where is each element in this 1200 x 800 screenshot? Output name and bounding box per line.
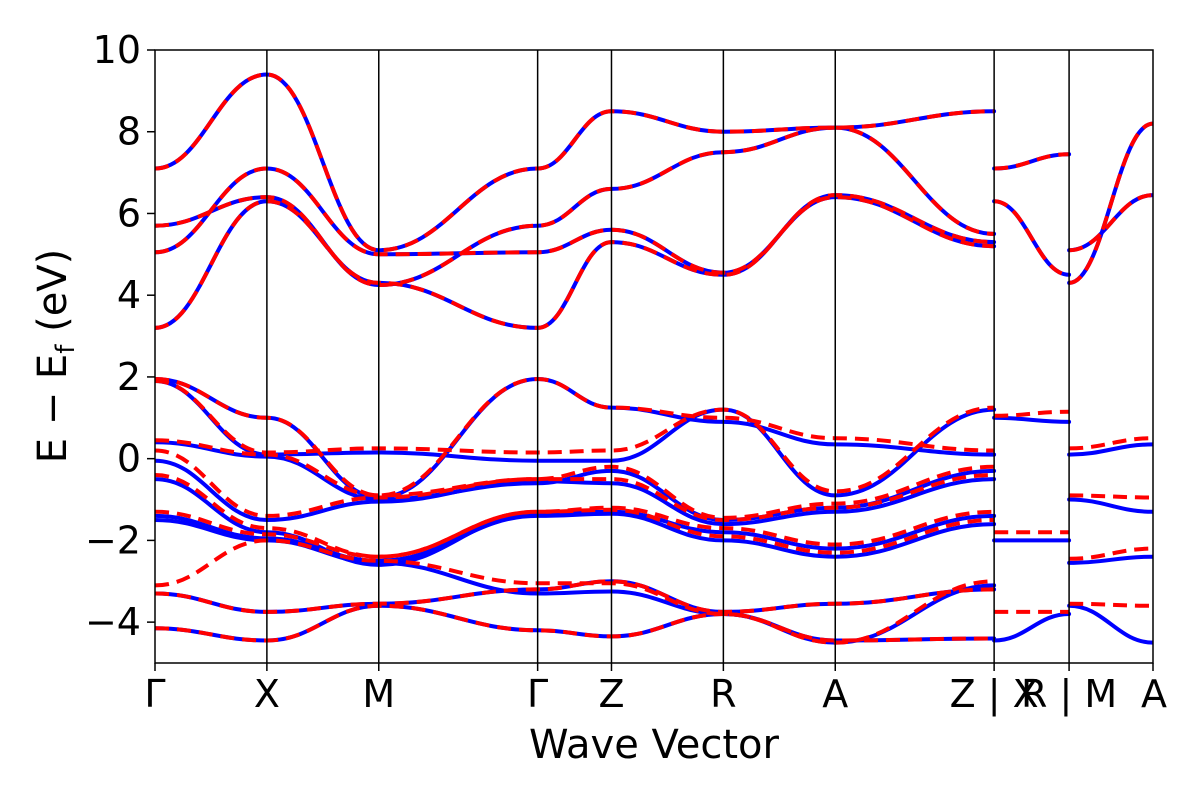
series-2-band-18	[993, 199, 1070, 277]
y-axis-label-subscript: f	[51, 344, 81, 354]
x-axis-label: Wave Vector	[529, 722, 780, 768]
y-tick-label: 10	[93, 28, 141, 72]
y-axis-label: E − Ef (eV)	[30, 249, 81, 464]
series-2-band-23	[1068, 121, 1153, 285]
x-tick-label: R | M	[1021, 672, 1117, 717]
series-2-band-2	[155, 166, 995, 275]
series-1-band-14	[992, 415, 1072, 424]
y-axis-ticks: −4 −2 0 2 4 6 8 10	[85, 28, 155, 644]
series-1-band-16	[992, 612, 1072, 643]
y-tick-label: 6	[117, 191, 141, 235]
x-tick-label: A	[1141, 672, 1167, 716]
series-2-band-24	[1068, 193, 1153, 253]
x-tick-label: M	[362, 672, 395, 716]
x-tick-label: Γ	[144, 672, 165, 716]
series-1-band-22	[1067, 603, 1153, 645]
y-tick-label: −4	[85, 600, 141, 644]
series-2-band-21	[1069, 546, 1153, 561]
y-tick-label: −2	[85, 518, 141, 562]
y-tick-label: 4	[117, 273, 141, 317]
y-axis-label-unit: (eV)	[30, 249, 76, 345]
series-2-band-19	[1069, 436, 1153, 451]
x-tick-label: Z	[598, 672, 624, 716]
x-axis-ticks: Γ X M Γ Z R A Z | XR | M A	[144, 663, 1167, 717]
series-2-band-14	[994, 409, 1070, 418]
series-2-band-17	[994, 152, 1070, 171]
series-2-band-13	[155, 603, 995, 643]
y-tick-label: 2	[117, 355, 141, 399]
series-2-band-4	[155, 72, 995, 253]
series-1-band-21	[1067, 554, 1153, 565]
x-tick-label: Γ	[527, 672, 548, 716]
series-2-band-1	[155, 193, 995, 330]
x-tick-label: A	[822, 672, 848, 716]
plot-area-background	[155, 50, 1153, 663]
series-2-band-10	[155, 507, 995, 559]
y-tick-label: 0	[117, 437, 141, 481]
kpoint-divider-lines	[266, 50, 1070, 663]
x-tick-label: X	[254, 672, 280, 716]
y-tick-label: 8	[117, 110, 141, 154]
plot-frame	[154, 49, 1154, 664]
series-2-band-22	[1069, 601, 1153, 608]
series-2-band-20	[1069, 493, 1153, 500]
x-tick-label: Z | X	[950, 672, 1039, 717]
series-1-band-19	[1067, 442, 1153, 457]
series-1-band-20	[1067, 497, 1153, 514]
y-axis-label-main: E − E	[30, 354, 76, 464]
x-tick-label: R	[710, 672, 736, 716]
series-2-band-5	[155, 376, 995, 498]
